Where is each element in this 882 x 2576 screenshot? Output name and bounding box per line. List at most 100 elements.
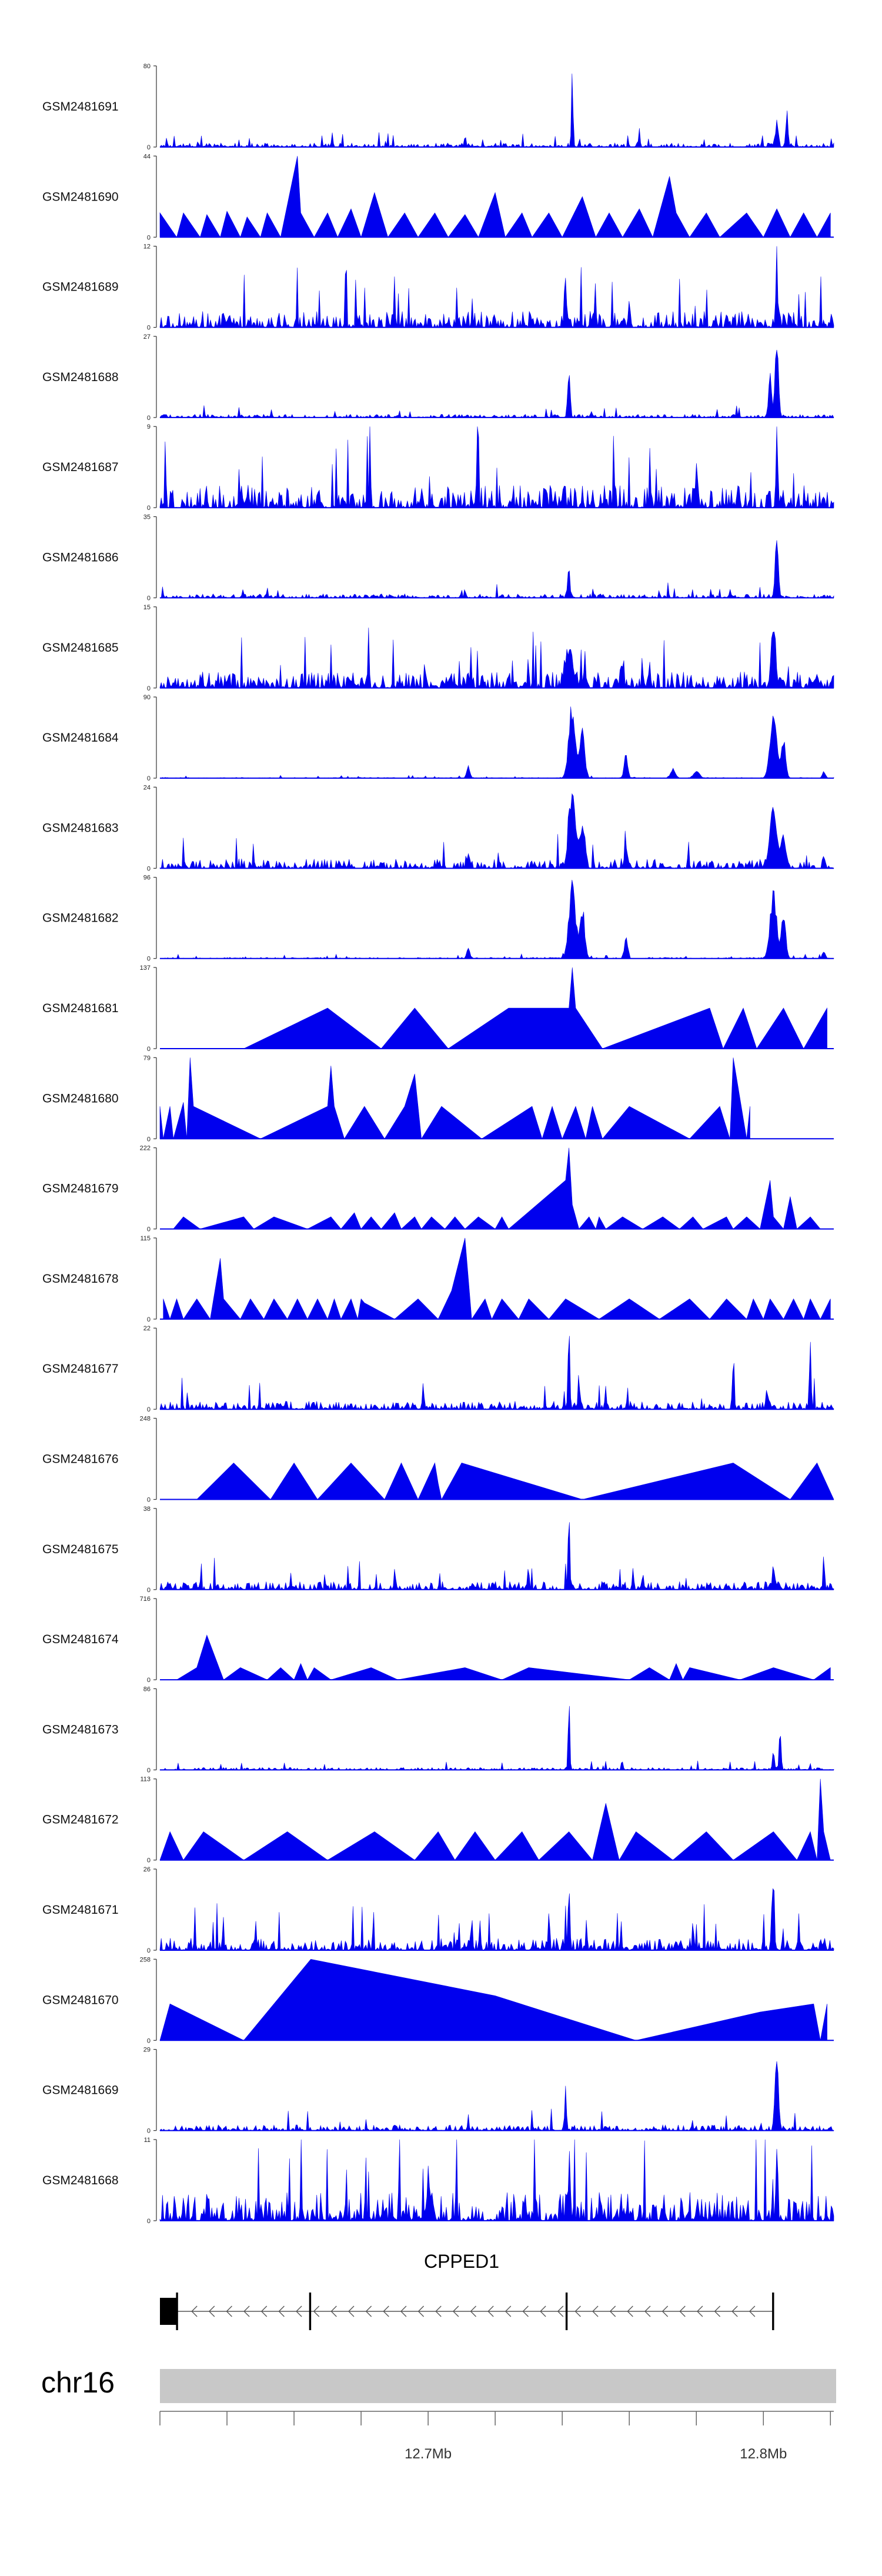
coverage-area (159, 2061, 834, 2131)
y-axis-min-label: 0 (147, 1857, 151, 1864)
y-axis-min-label: 0 (147, 1497, 151, 1504)
gene-track: CPPED1 (160, 2251, 774, 2330)
strand-arrow (365, 2305, 372, 2317)
coverage-area (159, 1778, 831, 1861)
track-label: GSM2481690 (42, 190, 119, 203)
y-axis-max-label: 137 (140, 965, 151, 972)
strand-arrow (417, 2305, 425, 2317)
y-axis-min-label: 0 (147, 1947, 151, 1954)
y-axis-min-label: 0 (147, 865, 151, 872)
y-axis-max-label: 22 (143, 1325, 151, 1332)
strand-arrow (749, 2305, 756, 2317)
strand-arrow (296, 2305, 302, 2317)
track-label: GSM2481691 (42, 100, 119, 114)
gene-name-label: CPPED1 (424, 2251, 499, 2272)
coverage-area (159, 879, 834, 959)
y-axis-min-label: 0 (147, 1226, 151, 1233)
strand-arrow (400, 2305, 407, 2317)
track-label: GSM2481682 (42, 912, 119, 925)
track-label: GSM2481687 (42, 461, 119, 474)
y-axis-max-label: 26 (143, 1866, 151, 1873)
signal-tracks: GSM2481691800GSM2481690440GSM2481689120G… (42, 63, 834, 2225)
coverage-area (159, 74, 834, 148)
y-axis-min-label: 0 (147, 1767, 151, 1774)
y-axis-max-label: 716 (140, 1596, 151, 1603)
coverage-area (196, 1462, 834, 1500)
coverage-area (159, 1958, 827, 2041)
track-GSM2481672: GSM2481672 113 0 (42, 1776, 834, 1864)
coverage-area (159, 793, 834, 869)
strand-arrow (731, 2305, 738, 2317)
y-axis-max-label: 44 (143, 153, 151, 160)
coverage-area (243, 967, 827, 1049)
coverage-area (159, 1888, 834, 1951)
track-GSM2481680: GSM2481680 79 0 (42, 1055, 834, 1143)
strand-arrow (470, 2305, 477, 2317)
track-GSM2481673: GSM2481673 86 0 (42, 1686, 834, 1774)
strand-arrow (714, 2305, 721, 2317)
coverage-area (176, 1634, 831, 1680)
y-axis-min-label: 0 (147, 1136, 151, 1143)
track-label: GSM2481680 (42, 1092, 119, 1105)
track-GSM2481677: GSM2481677 22 0 (42, 1325, 834, 1413)
strand-arrow (540, 2305, 546, 2317)
strand-arrow (679, 2305, 686, 2317)
track-label: GSM2481684 (42, 731, 119, 745)
coverage-area (159, 349, 834, 418)
coverage-area (173, 1147, 821, 1230)
strand-arrow (574, 2305, 581, 2317)
y-axis-max-label: 24 (143, 784, 151, 791)
strand-arrow (662, 2305, 669, 2317)
coverage-area (159, 1057, 750, 1140)
strand-arrow (609, 2305, 616, 2317)
y-axis-min-label: 0 (147, 1677, 151, 1684)
y-axis-max-label: 86 (143, 1686, 151, 1693)
y-axis-min-label: 0 (147, 775, 151, 782)
coverage-area (159, 628, 834, 689)
strand-arrow (522, 2305, 529, 2317)
y-axis-min-label: 0 (147, 685, 151, 692)
track-GSM2481674: GSM2481674 716 0 (42, 1596, 834, 1684)
y-axis-max-label: 11 (144, 2137, 151, 2144)
y-axis-min-label: 0 (147, 144, 151, 151)
track-GSM2481683: GSM2481683 24 0 (42, 784, 834, 872)
strand-arrow (260, 2305, 268, 2317)
y-axis-min-label: 0 (147, 1316, 151, 1323)
track-GSM2481678: GSM2481678 115 0 (42, 1235, 834, 1323)
y-axis-max-label: 113 (140, 1776, 151, 1783)
y-axis-max-label: 96 (143, 875, 151, 882)
track-GSM2481679: GSM2481679 222 0 (42, 1145, 834, 1233)
track-label: GSM2481685 (42, 641, 119, 655)
strand-arrow (592, 2305, 599, 2317)
chromosome-ideogram: chr16 (41, 2366, 836, 2403)
track-label: GSM2481679 (42, 1182, 119, 1196)
strand-arrow (696, 2305, 703, 2317)
track-label: GSM2481683 (42, 821, 119, 835)
track-GSM2481682: GSM2481682 96 0 (42, 875, 834, 963)
track-label: GSM2481675 (42, 1543, 119, 1556)
track-GSM2481670: GSM2481670 258 0 (42, 1956, 834, 2044)
track-GSM2481687: GSM2481687 9 0 (42, 423, 834, 512)
track-GSM2481676: GSM2481676 248 0 (42, 1416, 834, 1504)
track-label: GSM2481689 (42, 281, 119, 294)
coverage-area (159, 1522, 834, 1590)
x-axis-label: 12.8Mb (740, 2446, 787, 2462)
y-axis-max-label: 222 (140, 1145, 151, 1152)
coverage-area (159, 540, 834, 599)
y-axis-min-label: 0 (147, 1587, 151, 1594)
strand-arrow (208, 2305, 215, 2317)
y-axis-max-label: 27 (143, 333, 151, 341)
gene-exon (772, 2293, 774, 2330)
y-axis-max-label: 248 (140, 1416, 151, 1423)
track-label: GSM2481678 (42, 1272, 119, 1286)
strand-arrow (505, 2305, 512, 2317)
track-GSM2481690: GSM2481690 44 0 (42, 153, 834, 241)
strand-arrow (191, 2305, 198, 2317)
y-axis-max-label: 35 (143, 514, 151, 521)
gene-exon (160, 2298, 177, 2325)
track-GSM2481688: GSM2481688 27 0 (42, 333, 834, 422)
track-label: GSM2481669 (42, 2084, 119, 2097)
track-GSM2481671: GSM2481671 26 0 (42, 1866, 834, 1954)
coverage-area (159, 156, 831, 238)
track-GSM2481684: GSM2481684 90 0 (42, 694, 834, 782)
